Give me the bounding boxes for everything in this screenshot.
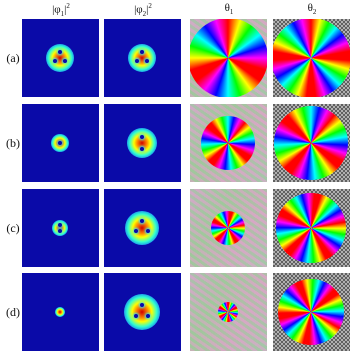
header-close: |: [64, 3, 67, 16]
density-blob: [124, 294, 160, 330]
phase-panel: [190, 189, 267, 267]
vortex: [145, 229, 150, 234]
density-panel: [104, 273, 181, 351]
phase-disc: [201, 116, 255, 170]
vortex: [58, 141, 62, 145]
header-close: |: [146, 3, 149, 16]
header-symbol: |φ: [52, 3, 61, 16]
column-header: |φ2|2: [104, 2, 182, 18]
row-label: (c): [6, 221, 20, 235]
density-blob: [128, 44, 156, 72]
header-symbol: θ: [224, 2, 230, 14]
density-panel: [22, 273, 99, 351]
vortex: [58, 50, 62, 55]
phase-panel: [190, 19, 267, 97]
vortex: [58, 229, 62, 234]
phase-disc: [211, 211, 245, 245]
header-power: 2: [148, 2, 152, 10]
density-panel: [22, 104, 99, 182]
phase-panel: [273, 104, 350, 182]
column-header: |φ1|2: [22, 2, 100, 18]
density-blob: [55, 307, 65, 317]
header-symbol: |φ: [134, 3, 143, 16]
phase-disc: [276, 193, 346, 263]
phase-disc: [274, 106, 348, 180]
phase-panel: [273, 19, 350, 97]
phase-disc: [218, 302, 238, 322]
vortex: [58, 222, 62, 227]
header-symbol: θ: [307, 2, 313, 14]
header-index: 1: [229, 8, 234, 17]
row-label: (b): [6, 136, 20, 150]
vortex: [133, 313, 138, 318]
row-label: (a): [6, 51, 20, 65]
column-header: θ2: [273, 2, 351, 16]
density-blob: [46, 44, 74, 72]
vortex: [134, 229, 139, 234]
vortex: [140, 302, 144, 307]
phase-panel: [190, 104, 267, 182]
vortex: [144, 58, 149, 63]
vortex: [146, 313, 151, 318]
phase-panel: [190, 273, 267, 351]
density-blob: [52, 220, 68, 236]
vortex: [62, 58, 67, 63]
vortex: [135, 58, 140, 63]
column-header: θ1: [190, 2, 268, 16]
vortex: [53, 58, 58, 63]
header-power: 2: [66, 2, 70, 10]
density-panel: [104, 19, 181, 97]
row-label: (d): [6, 305, 20, 319]
density-panel: [104, 189, 181, 267]
vortex: [140, 219, 144, 224]
density-panel: [22, 189, 99, 267]
density-panel: [104, 104, 181, 182]
phase-disc: [273, 19, 350, 97]
vortex: [140, 135, 144, 139]
phase-disc: [278, 279, 344, 345]
phase-disc: [190, 19, 267, 97]
phase-panel: [273, 273, 350, 351]
density-panel: [22, 19, 99, 97]
vortex: [140, 147, 144, 151]
header-index: 2: [142, 9, 147, 18]
vortex: [140, 50, 144, 55]
phase-panel: [273, 189, 350, 267]
density-blob: [127, 128, 157, 158]
header-index: 1: [60, 9, 65, 18]
density-blob: [125, 211, 159, 245]
header-index: 2: [312, 8, 317, 17]
